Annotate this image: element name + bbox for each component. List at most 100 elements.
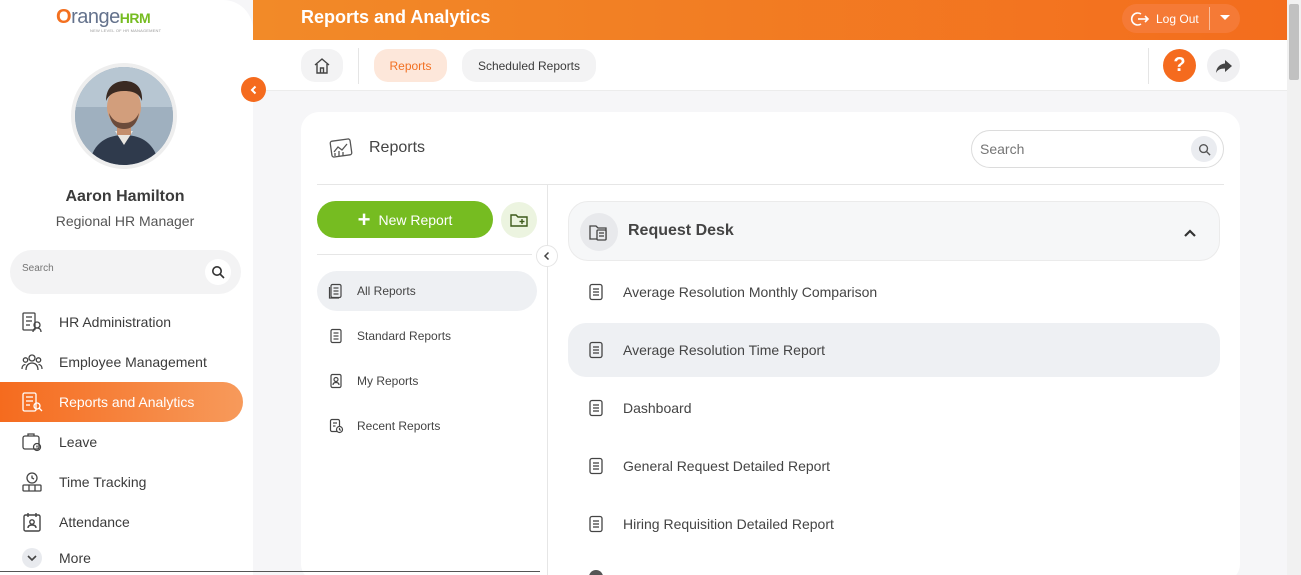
divider (1209, 7, 1210, 30)
avatar[interactable] (71, 63, 177, 169)
tab-scheduled-reports[interactable]: Scheduled Reports (462, 49, 596, 82)
report-item-label: General Request Detailed Report (623, 458, 831, 474)
time-icon (20, 470, 44, 494)
search-icon[interactable] (1191, 136, 1217, 162)
chevron-up-icon[interactable] (1183, 225, 1197, 243)
chevron-left-icon (250, 85, 256, 94)
logo-wordmark: OrangeHRM (56, 6, 151, 28)
top-bar: Reports and Analytics Log Out (253, 0, 1287, 40)
reports-icon (20, 390, 44, 414)
sidebar-item-reports-and-analytics[interactable]: Reports and Analytics (0, 382, 243, 422)
employee-icon (20, 350, 44, 374)
user-name: Aaron Hamilton (65, 188, 185, 205)
new-report-label: New Report (378, 211, 453, 228)
report-group-request-desk[interactable]: Request Desk (568, 201, 1220, 261)
attendance-icon (20, 510, 44, 534)
my-reports-icon (328, 373, 344, 389)
new-report-button[interactable]: + New Report (317, 201, 493, 238)
share-arrow-icon (1215, 59, 1232, 73)
help-button[interactable]: ? (1163, 49, 1196, 82)
sidebar-item-hr-administration[interactable]: HR Administration (0, 302, 243, 342)
page-scrollbar[interactable] (1287, 0, 1301, 575)
report-item[interactable]: Average Resolution Monthly Comparison (568, 265, 1220, 319)
report-item[interactable]: Dashboard (568, 381, 1220, 435)
sidebar-item-label: Reports and Analytics (59, 394, 195, 410)
divider (1148, 48, 1149, 84)
left-nav-all-reports[interactable]: All Reports (317, 271, 537, 311)
user-role: Regional HR Manager (55, 213, 195, 229)
report-item-label: Hiring Requisition Detailed Report (623, 516, 834, 532)
standard-reports-icon (328, 328, 344, 344)
sidebar-item-leave[interactable]: Leave (0, 422, 243, 462)
all-reports-icon (328, 283, 344, 299)
left-nav-my-reports[interactable]: My Reports (317, 361, 537, 401)
chevron-down-icon (20, 546, 44, 570)
new-folder-button[interactable] (501, 202, 537, 238)
logout-icon (1130, 10, 1150, 28)
sidebar-search-input[interactable] (22, 263, 192, 274)
left-nav-recent-reports[interactable]: Recent Reports (317, 406, 537, 446)
sidebar-search (10, 250, 241, 294)
card-title: Reports (369, 139, 426, 156)
reports-card: Reports + New Report All Reports Standar… (301, 112, 1240, 575)
sidebar-item-label: More (59, 550, 91, 566)
left-nav-standard-reports[interactable]: Standard Reports (317, 316, 537, 356)
sidebar-item-label: Attendance (59, 514, 130, 530)
logout-label: Log Out (1156, 11, 1199, 26)
report-document-icon (588, 341, 604, 359)
leave-icon (20, 430, 44, 454)
report-document-icon (588, 457, 604, 475)
sidebar-item-attendance[interactable]: Attendance (0, 502, 243, 542)
page-title: Reports and Analytics (301, 7, 491, 27)
report-group-title: Request Desk (628, 222, 734, 239)
sidebar-item-label: Leave (59, 434, 98, 450)
recent-reports-icon (328, 418, 344, 434)
scrollbar-thumb[interactable] (1289, 4, 1299, 80)
plus-icon: + (357, 206, 371, 232)
share-button[interactable] (1207, 49, 1240, 82)
add-folder-icon (510, 214, 528, 227)
left-nav-label: My Reports (357, 374, 419, 388)
divider (317, 184, 1224, 185)
logout-button[interactable]: Log Out (1122, 4, 1240, 33)
report-document-icon (588, 399, 604, 417)
search-icon[interactable] (205, 259, 231, 285)
dropdown-caret-icon[interactable] (1220, 15, 1230, 20)
report-item-label: Average Resolution Monthly Comparison (623, 284, 878, 300)
report-item[interactable]: Average Resolution Time Report (568, 323, 1220, 377)
report-document-icon (588, 283, 604, 301)
hr-admin-icon (20, 310, 44, 334)
sidebar-item-employee-management[interactable]: Employee Management (0, 342, 243, 382)
report-item[interactable]: General Request Detailed Report (568, 439, 1220, 493)
collapse-sidebar-button[interactable] (241, 77, 266, 102)
reports-chart-icon (328, 136, 354, 165)
tab-reports[interactable]: Reports (374, 49, 447, 82)
report-item[interactable]: Hiring Requisition Detailed Report (568, 497, 1220, 551)
sub-navigation-bar: Reports Scheduled Reports ? (253, 40, 1287, 91)
divider (317, 254, 532, 255)
sidebar-item-time-tracking[interactable]: Time Tracking (0, 462, 243, 502)
reports-search-input[interactable] (980, 141, 1180, 157)
collapse-panel-button[interactable] (536, 245, 558, 267)
report-document-icon (588, 515, 604, 533)
sidebar-item-label: Employee Management (59, 354, 207, 370)
report-folder-icon (580, 213, 618, 251)
sidebar-item-label: HR Administration (59, 314, 172, 330)
left-nav-label: All Reports (357, 284, 416, 298)
report-item-label: Dashboard (623, 400, 692, 416)
orangehrm-logo[interactable]: OrangeHRM NEW LEVEL OF HR MANAGEMENT (56, 6, 206, 36)
home-icon (314, 57, 330, 74)
divider (0, 571, 540, 572)
report-item-label: Average Resolution Time Report (623, 342, 826, 358)
report-document-icon (589, 570, 603, 575)
column-divider (547, 185, 548, 575)
left-nav-label: Recent Reports (357, 419, 441, 433)
left-nav-label: Standard Reports (357, 329, 452, 343)
sidebar-item-more[interactable]: More (0, 538, 243, 575)
reports-search (971, 130, 1224, 168)
sidebar-item-label: Time Tracking (59, 474, 147, 490)
home-button[interactable] (301, 49, 343, 82)
logo-tagline: NEW LEVEL OF HR MANAGEMENT (90, 28, 162, 33)
sidebar: OrangeHRM NEW LEVEL OF HR MANAGEMENT Aar… (0, 0, 253, 575)
divider (358, 48, 359, 84)
